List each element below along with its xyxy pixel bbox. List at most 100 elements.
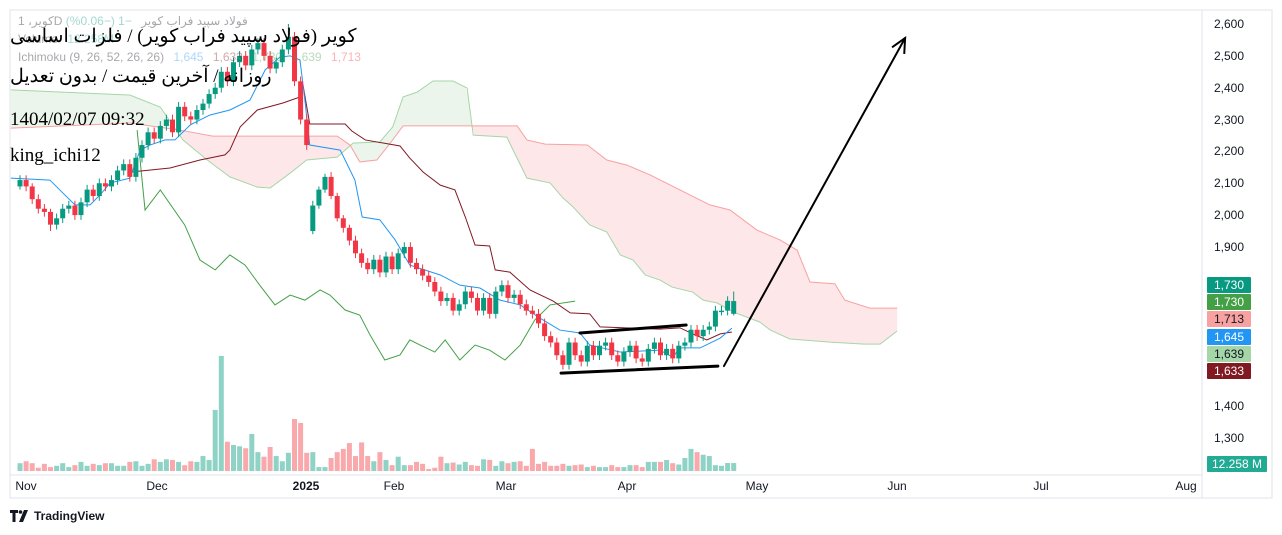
candle — [523, 299, 529, 316]
cloud-segment — [26, 90, 30, 128]
note-author: king_ichi12 — [10, 145, 101, 166]
price-tick-label: 2,000 — [1214, 208, 1245, 223]
volume-bar — [615, 467, 621, 471]
candle — [536, 309, 541, 329]
candle-body — [536, 313, 541, 324]
time-label-aug: Aug — [1175, 479, 1197, 493]
cloud-segment — [715, 206, 719, 304]
cloud-segment — [620, 163, 624, 257]
candle-body — [481, 297, 487, 311]
cloud-segment — [193, 132, 197, 152]
cloud-segment — [724, 208, 728, 309]
candle-body — [109, 180, 114, 187]
legend-volume-label[interactable]: Volume — [18, 32, 59, 46]
candle-body — [102, 183, 108, 187]
candle — [23, 175, 29, 192]
cloud-segment — [572, 144, 576, 210]
volume-bar — [694, 452, 700, 471]
volume-bar — [60, 463, 66, 471]
volume-bar — [670, 463, 676, 471]
cloud-segment — [154, 104, 158, 127]
candle — [444, 293, 450, 306]
volume-bar — [621, 467, 627, 471]
price-tick-label: 2,100 — [1214, 176, 1245, 191]
volume-bar — [444, 463, 450, 471]
cloud-segment — [846, 300, 850, 344]
volume-bar — [322, 467, 328, 471]
candles — [17, 24, 737, 370]
candle — [712, 305, 718, 332]
cloud-segment — [108, 94, 112, 124]
candle — [731, 291, 737, 316]
candle — [310, 200, 316, 235]
cloud-segment — [276, 136, 280, 184]
candle-body — [639, 358, 645, 362]
candle-body — [548, 336, 554, 343]
candle — [682, 337, 688, 351]
candle-body — [188, 116, 194, 120]
cloud-segment — [120, 94, 124, 124]
cloud-segment — [617, 162, 621, 256]
candle — [383, 251, 389, 278]
price-badge: 1,639 — [1207, 345, 1251, 362]
cloud-segment — [611, 161, 615, 246]
cloud-segment — [44, 91, 48, 127]
candle-body — [468, 291, 474, 298]
cloud-segment — [593, 149, 597, 228]
candle — [54, 213, 60, 230]
tradingview-brand[interactable]: TradingView — [10, 509, 104, 523]
volume-bar — [170, 459, 175, 471]
price-tick-label: 1,400 — [1214, 399, 1245, 414]
candle-body — [29, 186, 35, 200]
drawings[interactable] — [559, 36, 907, 375]
cloud-segment — [849, 301, 853, 344]
cloud-segment — [294, 136, 298, 170]
cloud-segment — [782, 241, 786, 338]
candle — [133, 152, 139, 182]
cloud-segment — [440, 81, 444, 126]
candle-body — [316, 189, 322, 206]
candle — [560, 350, 566, 370]
volume-bar — [548, 465, 554, 471]
candle-body — [444, 297, 450, 302]
volume-bar — [450, 462, 456, 471]
kijun-line — [129, 85, 732, 341]
candle-body — [719, 310, 724, 313]
volume-bar — [188, 461, 194, 471]
cloud-segment — [203, 134, 207, 159]
candle-body — [475, 297, 480, 311]
legend-symbol[interactable]: کویر، 1D فولاد سپید فراب کویر — [18, 14, 248, 28]
volume-bar — [273, 456, 279, 471]
candle — [487, 293, 493, 319]
cloud-segment — [370, 142, 374, 161]
cloud-segment — [285, 136, 289, 177]
candle-body — [359, 253, 365, 263]
note-subtitle: روزانه / آخرین قیمت / بدون تعدیل — [10, 66, 272, 87]
cloud-segment — [212, 135, 216, 166]
candle-body — [182, 106, 188, 117]
cloud-segment — [431, 81, 435, 126]
candle-body — [54, 218, 60, 225]
volume-bar — [572, 465, 578, 471]
cloud-segment — [233, 136, 237, 180]
cloud-segment — [822, 282, 826, 342]
candle — [590, 340, 596, 361]
volume-bar — [420, 463, 426, 471]
candle — [725, 296, 731, 316]
cloud-segment — [29, 90, 33, 128]
candle — [572, 337, 578, 361]
cloud-segment — [767, 234, 771, 331]
cloud-segment — [450, 81, 454, 126]
candle-body — [511, 294, 517, 298]
cloud-segment — [68, 92, 72, 126]
volume-bar — [90, 463, 96, 471]
cloud-segment — [709, 204, 713, 303]
volume-bar — [719, 465, 724, 471]
candle — [48, 208, 53, 232]
cloud-segment — [736, 215, 740, 315]
cloud-segment — [142, 99, 146, 126]
legend-ichimoku-label[interactable]: Ichimoku (9, 26, 52, 26, 26) — [18, 50, 165, 64]
volume-bar — [475, 465, 480, 471]
volume-bar — [237, 446, 243, 471]
